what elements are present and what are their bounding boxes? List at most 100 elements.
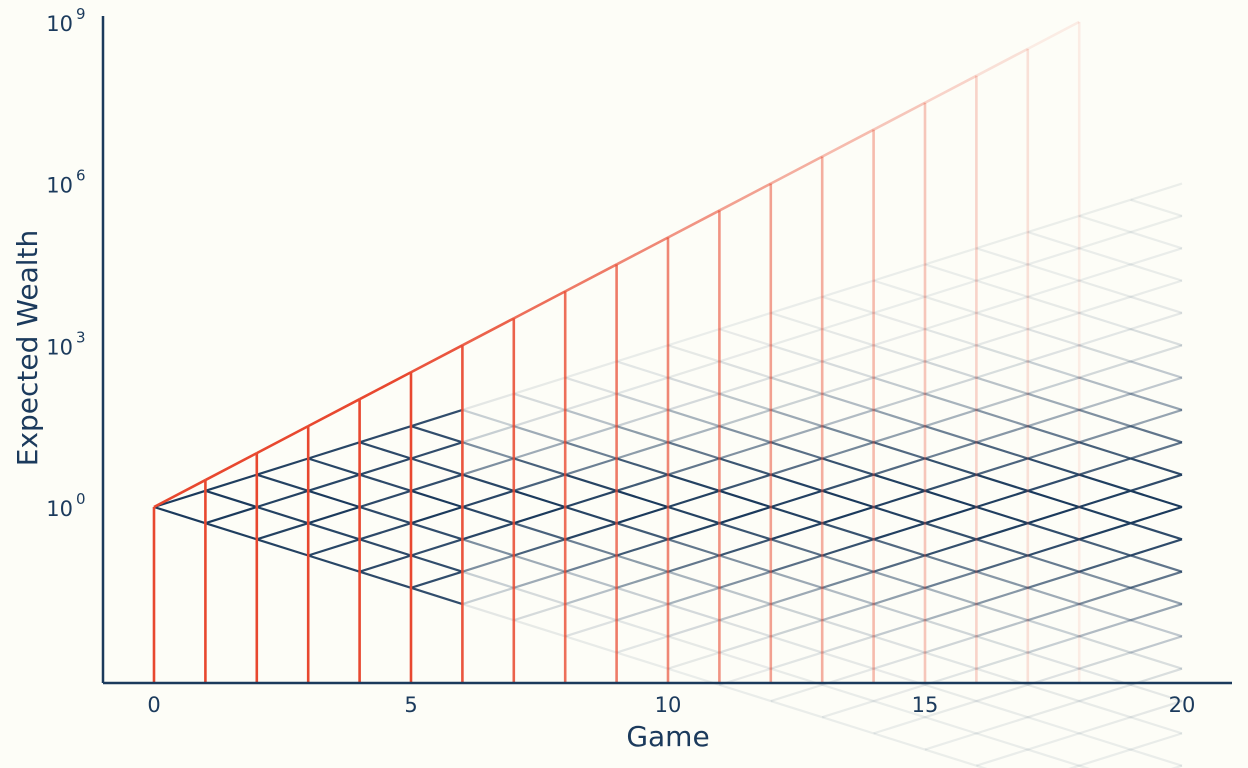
lattice-edge-up <box>1027 344 1080 363</box>
lattice-edge-up <box>359 489 412 509</box>
lattice-edge-up <box>1027 311 1080 331</box>
lattice-edge-down <box>873 376 926 395</box>
lattice-edge-down <box>616 554 669 573</box>
lattice-edge-down <box>1130 263 1183 282</box>
lattice-edge-down <box>1130 489 1183 509</box>
lattice-edge-up <box>873 716 926 735</box>
lattice-edge-up <box>667 651 720 670</box>
lattice-edge-down <box>873 635 926 654</box>
lattice-edge-up <box>1078 683 1131 703</box>
lattice-edge-down <box>1078 699 1131 719</box>
lattice-edge-down <box>564 635 617 654</box>
lattice-edge-down <box>1078 344 1131 363</box>
lattice-edge-up <box>153 489 206 509</box>
lattice-edge-up <box>1078 392 1131 412</box>
y-tick-label: 10 <box>46 12 73 36</box>
lattice-edge-down <box>976 441 1029 460</box>
lattice-edge-up <box>513 505 566 525</box>
lattice-edge-down <box>359 505 412 525</box>
lattice-edge-down <box>667 538 720 557</box>
lattice-edge-up <box>359 554 412 573</box>
lattice-edge-down <box>924 328 977 347</box>
lattice-edge-down <box>976 635 1029 654</box>
lattice-edge-down <box>1130 586 1183 606</box>
lattice-edge-up <box>873 263 926 282</box>
lattice-edge-down <box>359 570 412 589</box>
lattice-edge-up <box>616 344 669 363</box>
lattice-edge-up <box>1078 231 1131 250</box>
lattice-edge-up <box>410 473 463 492</box>
lattice-edge-up <box>821 505 874 525</box>
lattice-edge-down <box>1027 231 1080 250</box>
lattice-edge-down <box>1027 554 1080 573</box>
lattice-edge-down <box>976 376 1029 395</box>
lattice-edge-down <box>667 473 720 492</box>
lattice-edge-down <box>976 344 1029 363</box>
lattice-edge-down <box>976 538 1029 557</box>
lattice-edge-up <box>873 586 926 606</box>
lattice-edge-up <box>564 457 617 476</box>
lattice-edge-down <box>1078 635 1131 654</box>
lattice-edge-down <box>976 570 1029 589</box>
lattice-edge-down <box>564 441 617 460</box>
lattice-edge-up <box>924 505 977 525</box>
lattice-edge-down <box>256 505 309 525</box>
lattice-edge-up <box>1027 247 1080 266</box>
lattice-edge-down <box>667 570 720 589</box>
lattice-edge-down <box>976 699 1029 719</box>
lattice-edge-up <box>616 602 669 622</box>
lattice-edge-down <box>1078 408 1131 428</box>
lattice-edge-up <box>770 683 823 703</box>
lattice-edge-up <box>667 425 720 444</box>
lattice-edge-down <box>1130 683 1183 703</box>
lattice-edge-up <box>1130 602 1183 622</box>
lattice-edge-down <box>1130 651 1183 670</box>
lattice-edge-up <box>205 473 258 492</box>
lattice-edge-down <box>976 311 1029 331</box>
expected-wealth-segment <box>1027 20 1080 51</box>
lattice-edge-up <box>873 522 926 541</box>
lattice-edge-up <box>205 505 258 525</box>
lattice-edge-down <box>616 489 669 509</box>
lattice-edge-down <box>462 441 515 460</box>
lattice-edge-up <box>1027 538 1080 557</box>
lattice-edge-down <box>1078 570 1131 589</box>
lattice-edge-down <box>1027 328 1080 347</box>
lattice-edge-up <box>1130 441 1183 460</box>
lattice-edge-up <box>1027 505 1080 525</box>
lattice-edge-down <box>924 457 977 476</box>
lattice-edge-down <box>410 425 463 444</box>
y-tick-exponent: 9 <box>76 5 86 23</box>
lattice-edge-up <box>770 489 823 509</box>
lattice-edge-down <box>1130 619 1183 638</box>
lattice-edge-down <box>719 457 772 476</box>
lattice-edge-up <box>1130 699 1183 719</box>
lattice-edge-up <box>719 376 772 395</box>
lattice-edge-down <box>924 683 977 703</box>
lattice-edge-up <box>1130 311 1183 331</box>
lattice-edge-down <box>821 716 874 735</box>
y-tick-label: 10 <box>46 497 73 521</box>
lattice-edge-up <box>462 522 515 541</box>
lattice-edge-down <box>719 328 772 347</box>
lattice-edge-up <box>256 457 309 476</box>
lattice-edge-down <box>307 522 360 541</box>
lattice-edge-up <box>307 505 360 525</box>
expected-wealth-segment <box>564 263 618 293</box>
lattice-edge-up <box>976 522 1029 541</box>
lattice-edge-down <box>307 457 360 476</box>
lattice-edge-down <box>1027 619 1080 638</box>
lattice-edge-down <box>873 344 926 363</box>
lattice-edge-down <box>770 311 823 331</box>
lattice-edge-down <box>616 619 669 638</box>
lattice-edge-up <box>719 311 772 331</box>
lattice-edge-down <box>821 425 874 444</box>
lattice-edge-down <box>564 473 617 492</box>
lattice-edge-down <box>564 408 617 428</box>
lattice-edge-up <box>359 522 412 541</box>
lattice-edge-up <box>770 425 823 444</box>
lattice-edge-up <box>1130 505 1183 525</box>
lattice-edge-up <box>976 619 1029 638</box>
lattice-edge-up <box>667 586 720 606</box>
lattice-edge-up <box>770 619 823 638</box>
